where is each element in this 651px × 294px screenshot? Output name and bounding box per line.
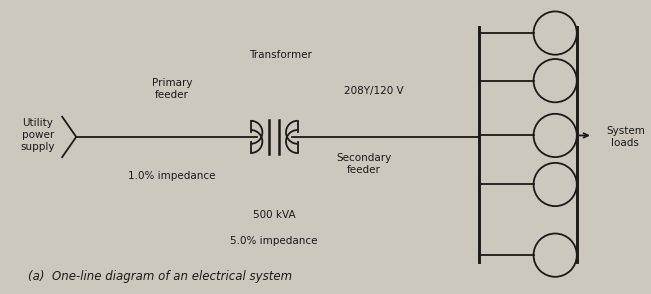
Text: Secondary
feeder: Secondary feeder (336, 153, 391, 175)
Text: 5.0% impedance: 5.0% impedance (230, 236, 318, 246)
Text: Primary
feeder: Primary feeder (152, 78, 192, 100)
Text: (a)  One-line diagram of an electrical system: (a) One-line diagram of an electrical sy… (29, 270, 292, 283)
Text: 208Y/120 V: 208Y/120 V (344, 86, 404, 96)
Text: Utility
power
supply: Utility power supply (21, 118, 55, 153)
Text: 1.0% impedance: 1.0% impedance (128, 171, 215, 181)
Text: System
loads: System loads (606, 126, 645, 148)
Text: Transformer: Transformer (249, 50, 312, 60)
Text: 500 kVA: 500 kVA (253, 210, 296, 220)
